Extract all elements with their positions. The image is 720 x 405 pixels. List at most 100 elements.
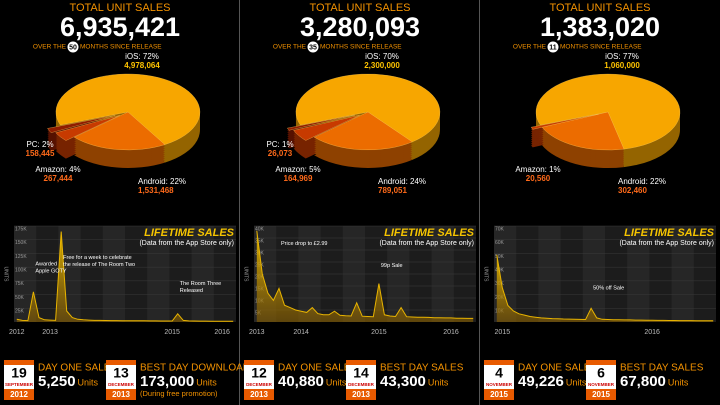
y-axis-label: UNITS — [3, 267, 9, 283]
stat-value: 49,226 — [518, 373, 564, 390]
pie-label: Android: 22% — [138, 177, 186, 186]
pie-label: Android: 24% — [378, 177, 426, 186]
stat-value: 67,800 — [620, 373, 666, 390]
x-tick-label: 2016 — [214, 329, 230, 336]
months-pre: OVER THE — [273, 44, 307, 51]
pie-units: 1,531,468 — [138, 186, 174, 195]
total-units: 3,280,093 — [300, 12, 420, 42]
sales-line — [256, 230, 474, 319]
plot-stripe — [671, 226, 694, 322]
chart-title: LIFETIME SALES — [624, 227, 715, 239]
pie-units: 158,445 — [26, 149, 55, 158]
sales-area — [16, 231, 234, 322]
pie-units: 1,060,000 — [604, 61, 640, 70]
calendar-bottom — [586, 389, 616, 400]
pie-label: Android: 22% — [618, 177, 666, 186]
y-tick-label: 150K — [15, 240, 27, 246]
x-tick-label: 2015 — [164, 329, 180, 336]
annotation: The Room Three — [180, 281, 221, 287]
pie-label: iOS: 77% — [605, 52, 639, 61]
heading: TOTAL UNIT SALES — [309, 2, 410, 14]
y-tick-label: 50K — [495, 254, 505, 260]
pie-slice — [313, 111, 413, 151]
pie-units: 20,560 — [526, 174, 551, 183]
calendar-day: 6 — [597, 365, 605, 381]
y-tick-label: 100K — [15, 267, 27, 273]
calendar-top — [4, 360, 34, 365]
y-tick-label: 125K — [15, 254, 27, 260]
annotation: Released — [180, 288, 203, 294]
calendar-month: DECEMBER — [246, 382, 273, 387]
calendar-day: 12 — [251, 365, 267, 381]
pie-label: PC: 2% — [26, 140, 53, 149]
pie-units: 4,978,064 — [124, 61, 160, 70]
months-badge — [307, 41, 319, 53]
calendar-month: DECEMBER — [348, 382, 375, 387]
months-badge — [67, 41, 79, 53]
total-units: 6,935,421 — [60, 12, 180, 42]
annotation: the release of The Room Two — [63, 262, 135, 268]
calendar-top — [244, 360, 274, 365]
calendar-month: NOVEMBER — [486, 382, 513, 387]
stat-value: 43,300 — [380, 373, 426, 390]
calendar-month: NOVEMBER — [588, 382, 615, 387]
months: 35 — [309, 44, 317, 51]
calendar-year: 2013 — [250, 390, 268, 399]
months: 50 — [69, 44, 77, 51]
pie-slice — [295, 73, 441, 143]
plot-stripe — [582, 226, 605, 322]
stat-value: 5,250 — [38, 373, 76, 390]
calendar-top — [586, 360, 616, 365]
months-pre: OVER THE — [513, 44, 547, 51]
stat-unit: Units — [668, 377, 689, 387]
annotation: Price drop to £2.99 — [281, 241, 327, 247]
pie-label: PC: 1% — [266, 140, 293, 149]
y-tick-label: 35K — [255, 238, 265, 244]
calendar-day: 19 — [11, 365, 27, 381]
heading: TOTAL UNIT SALES — [549, 2, 650, 14]
heading: TOTAL UNIT SALES — [69, 2, 170, 14]
pie-slice — [287, 114, 356, 131]
stat-unit: Units — [196, 377, 217, 387]
calendar-bottom — [106, 389, 136, 400]
y-axis-label: UNITS — [243, 267, 249, 283]
chart-subtitle: (Data from the App Store only) — [139, 240, 234, 247]
calendar-year: 2013 — [352, 390, 370, 399]
pie-slice — [541, 111, 625, 151]
stat-unit: Units — [566, 377, 587, 387]
stat-label: BEST DAY SALES — [620, 363, 704, 374]
pie-label: Amazon: 4% — [35, 165, 80, 174]
calendar-bottom — [484, 389, 514, 400]
x-tick-label: 2013 — [249, 329, 265, 336]
sales-area — [496, 254, 714, 322]
y-tick-label: 50K — [15, 295, 25, 301]
pie-units: 2,300,000 — [364, 61, 400, 70]
x-tick-label: 2015 — [371, 329, 387, 336]
stat-label: BEST DAY SALES — [380, 363, 464, 374]
calendar-bottom — [4, 389, 34, 400]
annotation: Apple GOTY — [35, 268, 67, 274]
plot-stripe — [627, 226, 650, 322]
pie-label: Amazon: 5% — [275, 165, 320, 174]
chart-title: LIFETIME SALES — [144, 227, 235, 239]
pie-label: iOS: 70% — [365, 52, 399, 61]
y-tick-label: 175K — [15, 226, 27, 232]
x-tick-label: 2014 — [293, 329, 309, 336]
annotation: Awarded — [35, 261, 57, 267]
chart-subtitle: (Data from the App Store only) — [619, 240, 714, 247]
plot-stripe — [102, 226, 125, 322]
stat-label: DAY ONE SALES — [278, 363, 357, 374]
total-units: 1,383,020 — [540, 12, 660, 42]
months: 11 — [549, 44, 557, 51]
pie-units: 26,073 — [268, 149, 293, 158]
plot-stripe — [147, 226, 170, 322]
pie-slice — [55, 73, 201, 145]
pie-slice — [73, 111, 166, 151]
calendar-year: 2012 — [10, 390, 28, 399]
pie-slice — [530, 114, 599, 130]
calendar-year: 2015 — [490, 390, 508, 399]
stat-label: DAY ONE SALES — [518, 363, 597, 374]
stat-value: 173,000 — [140, 373, 194, 390]
